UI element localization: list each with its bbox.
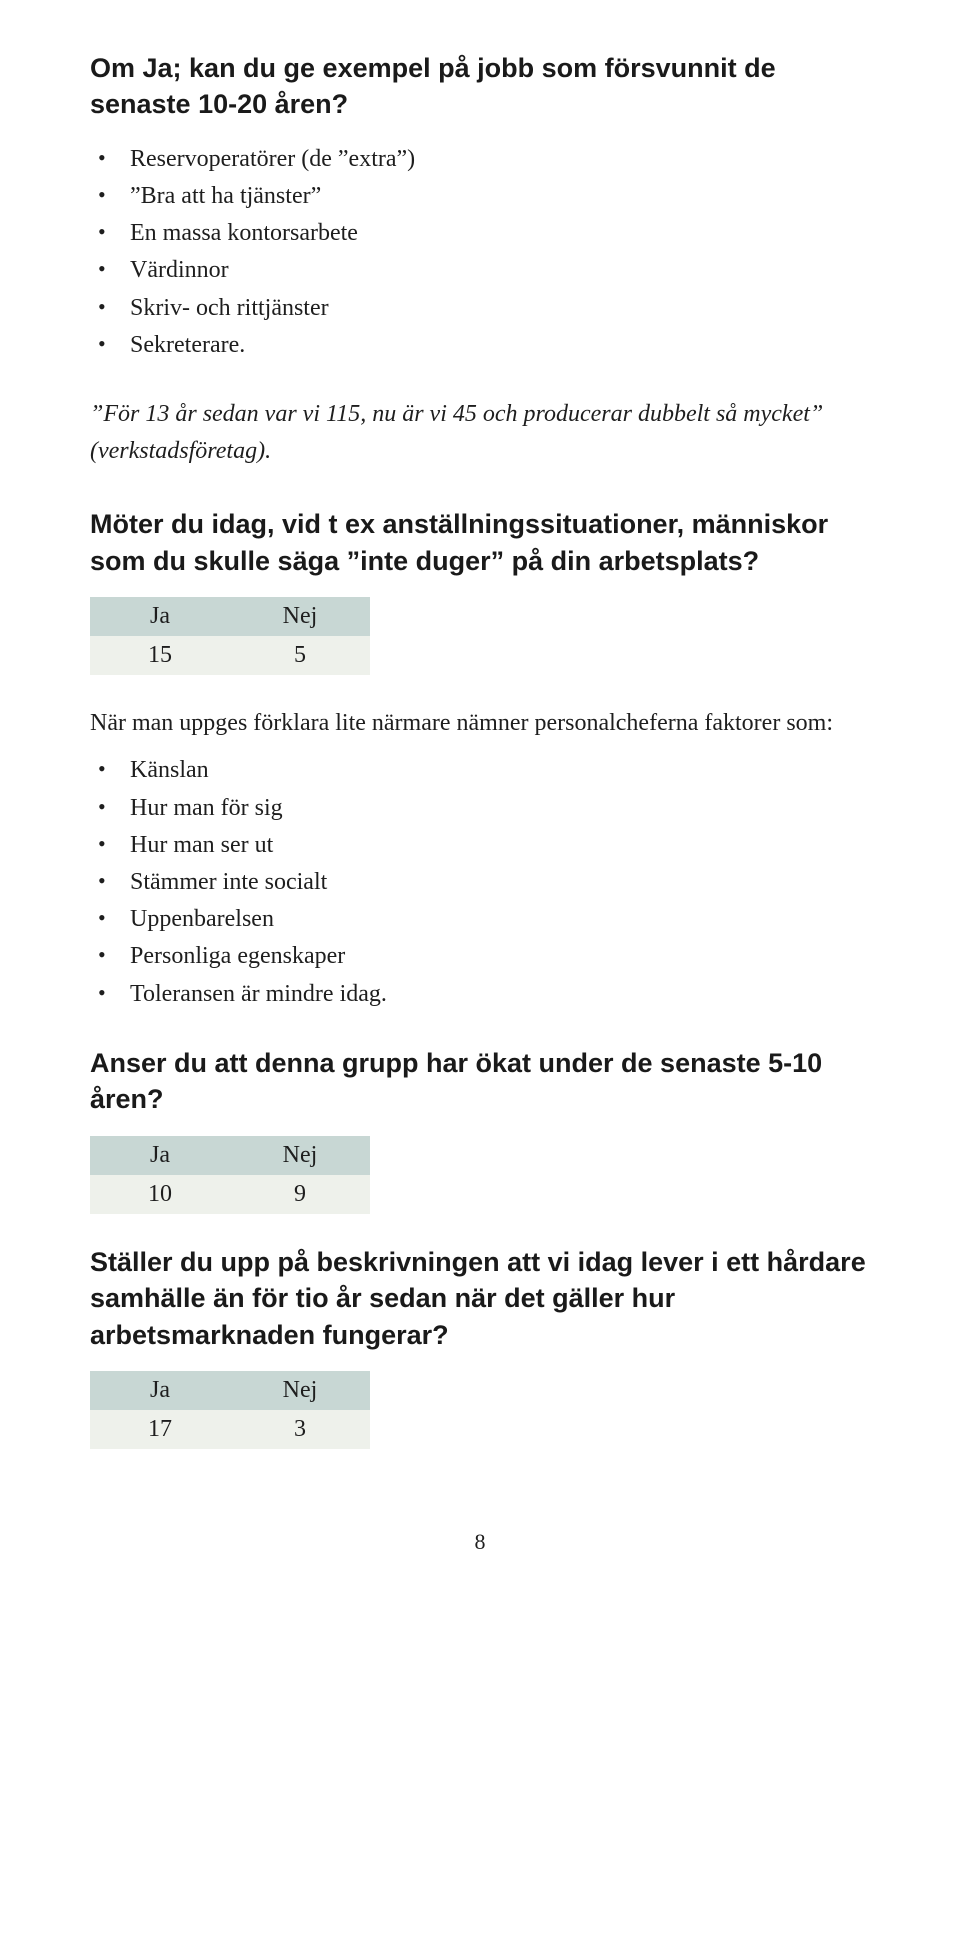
list-item: ”Bra att ha tjänster”: [90, 178, 870, 215]
list-item: Personliga egenskaper: [90, 938, 870, 975]
survey-table: Ja Nej 15 5: [90, 597, 370, 675]
list-item: Känslan: [90, 752, 870, 789]
cell-ja: 10: [90, 1175, 230, 1214]
list-item: Stämmer inte socialt: [90, 864, 870, 901]
cell-nej: 9: [230, 1175, 370, 1214]
list-item: Skriv- och rittjänster: [90, 290, 870, 327]
list-item: En massa kontorsarbete: [90, 215, 870, 252]
list-item: Värdinnor: [90, 252, 870, 289]
question-heading: Möter du idag, vid t ex anställningssitu…: [90, 506, 870, 579]
list-item: Reservoperatörer (de ”extra”): [90, 141, 870, 178]
col-header-nej: Nej: [230, 1371, 370, 1410]
col-header-nej: Nej: [230, 1136, 370, 1175]
survey-table: Ja Nej 10 9: [90, 1136, 370, 1214]
cell-nej: 3: [230, 1410, 370, 1449]
list-item: Hur man för sig: [90, 790, 870, 827]
question-heading: Anser du att denna grupp har ökat under …: [90, 1045, 870, 1118]
cell-ja: 15: [90, 636, 230, 675]
col-header-nej: Nej: [230, 597, 370, 636]
list-item: Uppenbarelsen: [90, 901, 870, 938]
cell-nej: 5: [230, 636, 370, 675]
quote-text: ”För 13 år sedan var vi 115, nu är vi 45…: [90, 396, 870, 470]
col-header-ja: Ja: [90, 1371, 230, 1410]
question-heading: Ställer du upp på beskrivningen att vi i…: [90, 1244, 870, 1353]
list-item: Hur man ser ut: [90, 827, 870, 864]
list-item: Toleransen är mindre idag.: [90, 976, 870, 1013]
cell-ja: 17: [90, 1410, 230, 1449]
col-header-ja: Ja: [90, 1136, 230, 1175]
lead-text: När man uppges förklara lite närmare näm…: [90, 705, 870, 742]
bullet-list: Reservoperatörer (de ”extra”) ”Bra att h…: [90, 141, 870, 364]
bullet-list: Känslan Hur man för sig Hur man ser ut S…: [90, 752, 870, 1012]
list-item: Sekreterare.: [90, 327, 870, 364]
page-number: 8: [90, 1529, 870, 1555]
col-header-ja: Ja: [90, 597, 230, 636]
question-heading: Om Ja; kan du ge exempel på jobb som för…: [90, 50, 870, 123]
survey-table: Ja Nej 17 3: [90, 1371, 370, 1449]
